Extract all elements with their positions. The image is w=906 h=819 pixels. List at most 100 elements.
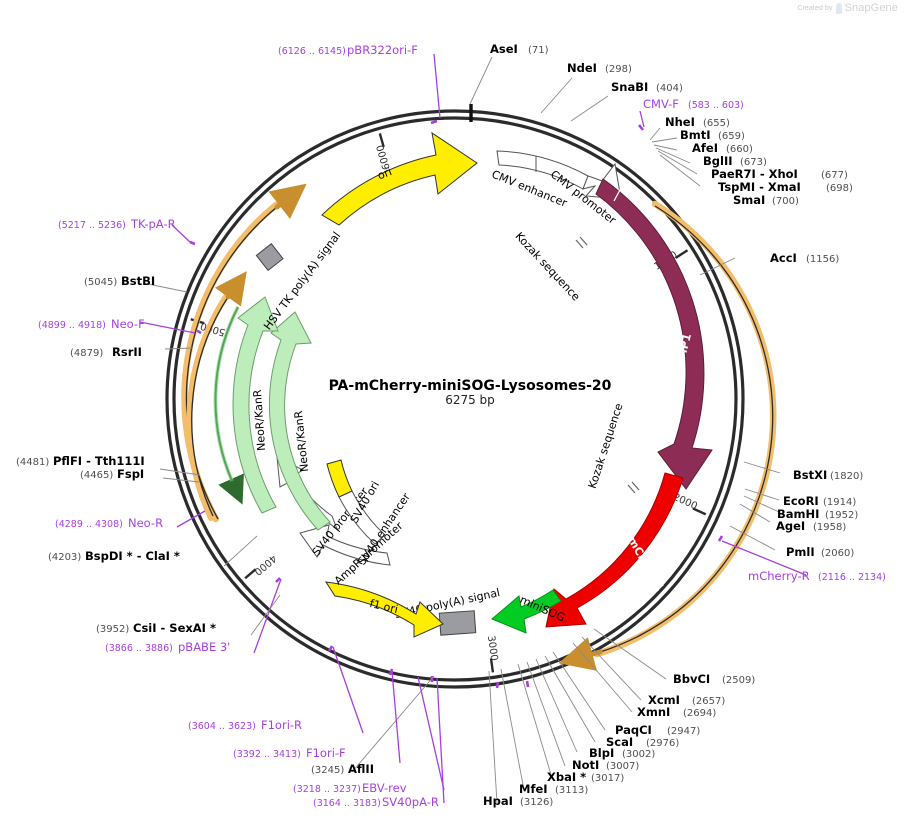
primer-range-ebv-rev: (3218 .. 3237)	[293, 784, 361, 795]
enzyme-pos-bmti: (659)	[718, 131, 745, 142]
primer-label-pbabe3: pBABE 3'	[178, 640, 230, 654]
enzyme-pos-mfei: (3113)	[555, 785, 588, 796]
enzyme-pos-acci: (1156)	[806, 254, 839, 265]
primer-range-neo-f: (4899 .. 4918)	[38, 320, 106, 331]
feature-label-f1-ori: f1 ori	[368, 597, 399, 616]
feature-ori[interactable]: ori	[321, 131, 478, 226]
enzyme-label-csii: CsiI - SexAI *	[133, 621, 216, 635]
snapgene-watermark: Created by SnapGene	[797, 2, 898, 14]
primer-range-neo-r: (4289 .. 4308)	[55, 519, 123, 530]
primer-label-f1ori-r: F1ori-R	[261, 718, 302, 732]
enzyme-label-bspdi: BspDI * - ClaI *	[85, 549, 180, 563]
feature-label-ori: ori	[376, 165, 394, 182]
primer-range-sv40pa-r: (3164 .. 3183)	[313, 798, 381, 809]
enzyme-label-nhei: NheI	[665, 115, 695, 129]
enzyme-label-xcmi: XcmI	[648, 693, 680, 707]
feature-kozak-bottom[interactable]: Kozak sequence	[586, 401, 640, 494]
enzyme-pos-bstxi: (1820)	[830, 471, 863, 482]
enzyme-label-fspi: FspI	[117, 467, 144, 481]
plasmid-backbone	[165, 109, 745, 689]
plasmid-title: PA-mCherry-miniSOG-Lysosomes-20	[329, 378, 612, 394]
enzyme-label-agei: AgeI	[776, 519, 805, 533]
enzyme-label-smai: SmaI	[733, 193, 765, 207]
enzyme-label-hpai: HpaI	[483, 794, 513, 808]
enzyme-label-xbai: XbaI *	[547, 770, 586, 784]
enzyme-pos-csii: (3952)	[96, 624, 129, 635]
enzyme-pos-xcmi: (2657)	[692, 696, 725, 707]
enzyme-pos-smai: (700)	[772, 196, 799, 207]
enzyme-pos-bbvci: (2509)	[722, 675, 755, 686]
enzyme-label-snabi: SnaBI	[611, 80, 648, 94]
feature-label-kozak-bottom: Kozak sequence	[586, 401, 626, 490]
snapgene-logo-icon	[835, 2, 842, 14]
enzyme-pos-xbai: (3017)	[591, 773, 624, 784]
feature-label-hsv-tk-polya: HSV TK poly(A) signal	[261, 229, 343, 332]
feature-label-neor-kanr-inner: NeoR/KanR	[292, 410, 311, 473]
enzyme-label-afei: AfeI	[692, 141, 718, 155]
plasmid-size: 6275 bp	[445, 393, 495, 407]
tick-label-4000: 4000	[252, 552, 278, 577]
enzyme-label-paer7i: PaeR7I - XhoI	[711, 167, 798, 181]
primer-range-cmv-f: (583 .. 603)	[688, 100, 744, 111]
enzyme-label-bmti: BmtI	[680, 128, 711, 142]
feature-neor-kanr-inner[interactable]: NeoR/KanR	[268, 311, 331, 531]
primer-label-pbr322ori-f: pBR322ori-F	[347, 43, 418, 57]
enzyme-pos-blpi: (3002)	[622, 749, 655, 760]
enzyme-pos-bamhi: (1952)	[825, 510, 858, 521]
feature-hsv-tk-polya[interactable]: HSV TK poly(A) signal	[255, 229, 343, 332]
primer-label-neo-r: Neo-R	[128, 516, 163, 530]
primer-range-tk-pa-r: (5217 .. 5236)	[58, 220, 126, 231]
enzyme-label-bamhi: BamHI	[777, 507, 819, 521]
enzyme-label-blpi: BlpI	[589, 746, 614, 760]
enzyme-label-tspmi: TspMI - XmaI	[718, 180, 801, 194]
enzyme-pos-bstbi: (5045)	[84, 277, 117, 288]
primer-range-pbr322ori-f: (6126 .. 6145)	[278, 46, 346, 57]
feature-label-kozak-top: Kozak sequence	[513, 230, 583, 304]
feature-kozak-top[interactable]: Kozak sequence	[513, 230, 588, 304]
primer-label-tk-pa-r: TK-pA-R	[130, 217, 176, 231]
enzyme-label-asei: AseI	[490, 42, 518, 56]
enzyme-pos-fspi: (4465)	[80, 470, 113, 481]
enzyme-pos-ecori: (1914)	[823, 497, 856, 508]
enzyme-pos-bglii: (673)	[740, 157, 767, 168]
enzyme-label-paqci: PaqCI	[615, 723, 652, 737]
primer-label-mcherry-r: mCherry-R	[748, 569, 810, 583]
enzyme-pos-ndei: (298)	[605, 64, 632, 75]
feature-f1-ori[interactable]: f1 ori	[325, 581, 444, 638]
enzyme-pos-paer7i: (677)	[821, 170, 848, 181]
leader-lines	[139, 53, 807, 804]
watermark-created-by: Created by	[797, 4, 833, 12]
feature-pamcherry1[interactable]: PAmCherry1	[545, 472, 684, 628]
enzyme-pos-scai: (2976)	[646, 738, 679, 749]
enzyme-pos-pmli: (2060)	[821, 548, 854, 559]
enzyme-pos-snabi: (404)	[656, 83, 683, 94]
enzyme-pos-asei: (71)	[528, 45, 549, 56]
enzyme-label-pflfi: PflFI - Tth111I	[53, 454, 145, 468]
coordinate-ticks: 1000 2000 3000 4000 5000 6000	[190, 104, 707, 673]
enzyme-pos-aflii: (3245)	[311, 765, 344, 776]
enzyme-label-bglii: BglII	[703, 154, 733, 168]
feature-neor-kanr-outer[interactable]: NeoR/KanR	[232, 296, 279, 514]
enzyme-label-acci: AccI	[770, 251, 797, 265]
enzyme-label-scai: ScaI	[606, 735, 633, 749]
enzyme-label-rsrii: RsrII	[112, 345, 142, 359]
enzyme-pos-tspmi: (698)	[826, 183, 853, 194]
enzyme-pos-hpai: (3126)	[520, 797, 553, 808]
enzyme-label-bstxi: BstXI	[793, 468, 827, 482]
enzyme-label-ndei: NdeI	[567, 61, 597, 75]
primer-range-f1ori-r: (3604 .. 3623)	[188, 721, 256, 732]
primer-range-mcherry-r: (2116 .. 2134)	[818, 572, 886, 583]
enzyme-label-ecori: EcoRI	[783, 494, 819, 508]
enzyme-pos-noti: (3007)	[606, 761, 639, 772]
enzyme-pos-xmni: (2694)	[683, 708, 716, 719]
orange-strand-annotation	[181, 183, 777, 671]
primer-label-cmv-f: CMV-F	[643, 97, 679, 111]
primer-label-f1ori-f: F1ori-F	[306, 746, 346, 760]
enzyme-label-mfei: MfeI	[519, 782, 548, 796]
primer-range-f1ori-f: (3392 .. 3413)	[233, 749, 301, 760]
labels: (6126 .. 6145) pBR322ori-F AseI (71) Nde…	[16, 42, 886, 809]
enzyme-pos-pflfi: (4481)	[16, 457, 49, 468]
enzyme-label-bstbi: BstBI	[121, 274, 155, 288]
